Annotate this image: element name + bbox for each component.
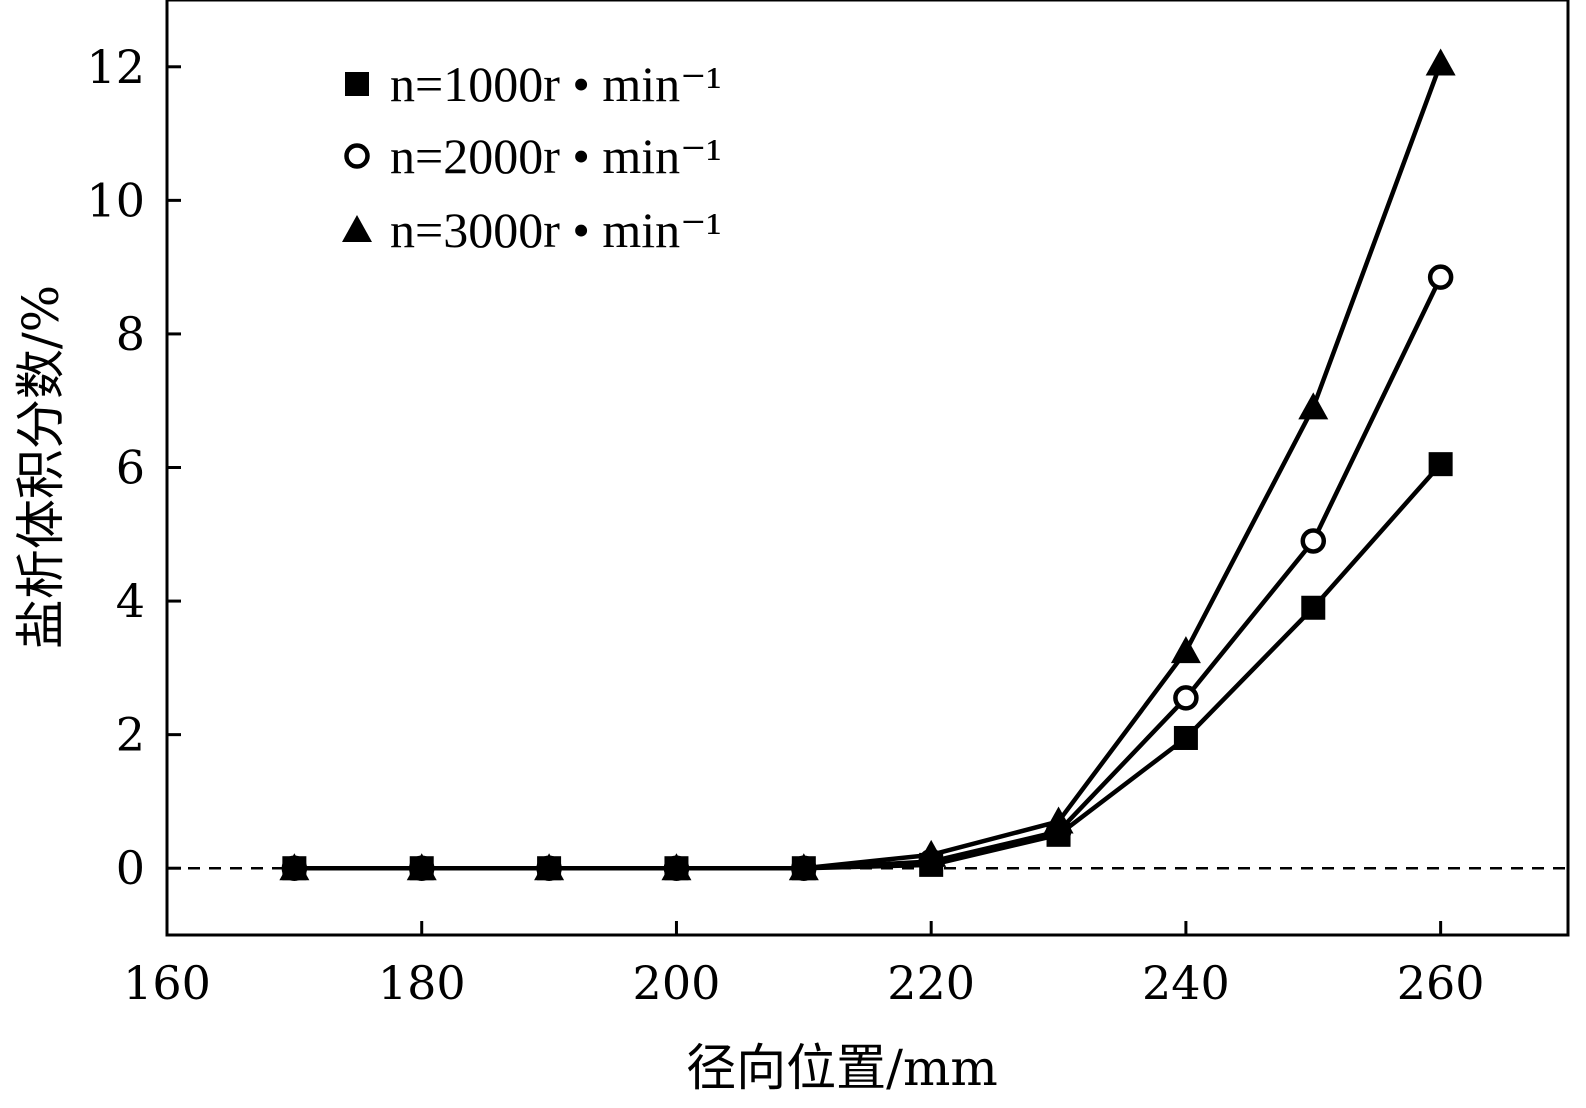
series-2 bbox=[281, 264, 1454, 881]
x-tick-label: 180 bbox=[378, 956, 466, 1010]
data-point bbox=[1298, 392, 1329, 420]
data-point bbox=[1301, 595, 1326, 620]
series-lines bbox=[279, 48, 1456, 881]
data-point bbox=[537, 856, 562, 881]
data-point bbox=[1173, 725, 1198, 750]
legend-marker bbox=[345, 72, 369, 96]
data-point bbox=[282, 856, 307, 881]
y-tick-label: 4 bbox=[116, 574, 145, 628]
y-axis-ticks: 0 2 4 6 8 10 12 bbox=[86, 40, 181, 895]
x-tick-label: 260 bbox=[1397, 956, 1485, 1010]
data-point bbox=[1427, 264, 1454, 290]
y-tick-label: 2 bbox=[116, 708, 145, 762]
y-tick-label: 6 bbox=[116, 441, 145, 495]
data-point bbox=[1173, 685, 1199, 711]
data-point bbox=[1300, 528, 1327, 554]
series-line bbox=[294, 276, 1443, 871]
data-point bbox=[1170, 636, 1201, 664]
legend-marker bbox=[344, 143, 370, 169]
series-1 bbox=[282, 452, 1453, 881]
legend-label: n=1000r • min⁻¹ bbox=[390, 56, 722, 112]
data-point bbox=[791, 856, 816, 881]
x-tick-label: 160 bbox=[123, 956, 211, 1010]
legend-label: n=3000r • min⁻¹ bbox=[390, 202, 722, 258]
x-tick-label: 200 bbox=[633, 956, 721, 1010]
y-tick-label: 10 bbox=[86, 173, 145, 227]
plot-frame bbox=[165, 0, 1570, 937]
x-axis-ticks: 160 180 200 220 240 260 bbox=[123, 921, 1485, 1010]
x-tick-label: 220 bbox=[887, 956, 975, 1010]
legend: n=1000r • min⁻¹ n=2000r • min⁻¹ n=3000r • … bbox=[342, 56, 722, 258]
data-point bbox=[1425, 48, 1456, 76]
y-tick-label: 0 bbox=[116, 841, 145, 895]
data-point bbox=[919, 852, 944, 877]
data-point bbox=[1428, 452, 1453, 477]
series-line bbox=[294, 62, 1443, 871]
y-axis-title: 盐析体积分数/% bbox=[12, 285, 70, 649]
data-point bbox=[664, 856, 689, 881]
x-axis-title: 径向位置/mm bbox=[686, 1039, 998, 1097]
legend-marker bbox=[342, 215, 372, 242]
data-point bbox=[409, 856, 434, 881]
x-tick-label: 240 bbox=[1142, 956, 1230, 1010]
y-tick-label: 12 bbox=[86, 40, 145, 94]
legend-label: n=2000r • min⁻¹ bbox=[390, 128, 722, 184]
y-tick-label: 8 bbox=[116, 307, 145, 361]
series-line bbox=[294, 462, 1443, 871]
data-point bbox=[1046, 822, 1071, 847]
